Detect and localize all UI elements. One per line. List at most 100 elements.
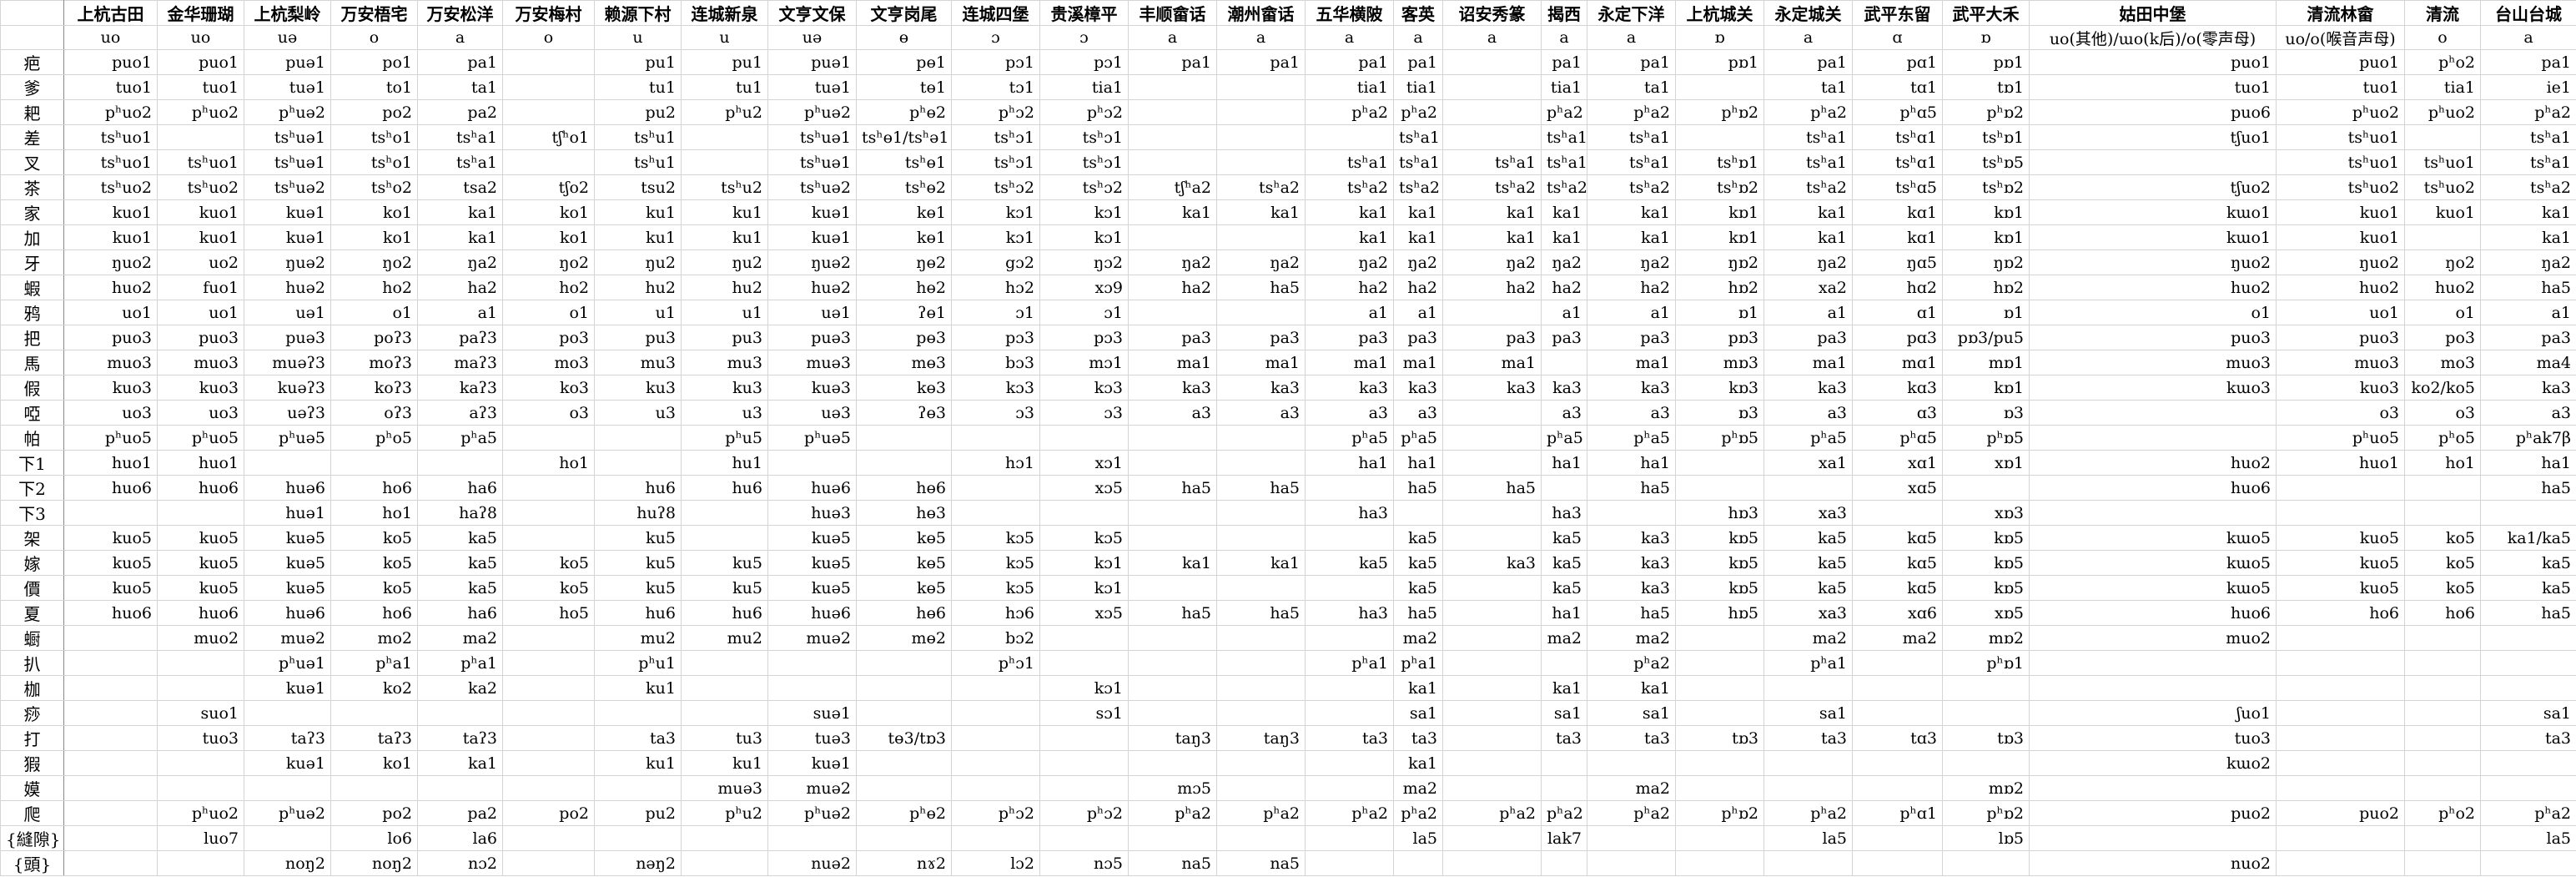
cell: pʰuə5 <box>767 425 857 451</box>
cell: tsʰuo2 <box>157 174 244 200</box>
cell: uo1 <box>2276 300 2405 325</box>
cell: ka1 <box>1442 199 1542 225</box>
cell: pʰo2 <box>2404 49 2481 75</box>
cell: ta1 <box>1763 74 1853 100</box>
cell: lak7 <box>1541 825 1587 851</box>
cell: ha1 <box>1541 450 1587 476</box>
cell: o1 <box>502 300 595 325</box>
cell: kaʔ3 <box>417 375 503 401</box>
cell: xɒ5 <box>1942 600 2030 626</box>
cell: tsʰuo1 <box>63 124 158 150</box>
cell: ko1 <box>502 224 595 250</box>
cell: tʃuo1 <box>2029 124 2277 150</box>
cell: o1 <box>2029 300 2277 325</box>
data-row: 鸦 uo1 uo1 uə1 o1 a1 o1 u1 u1 uə1 ʔɵ1 ɔ1 ɔ1 a1 a1 a1 a1 ɒ1… <box>0 300 2576 325</box>
cell: pa1 <box>1216 49 1306 75</box>
cell: tsʰa1 <box>1305 149 1394 175</box>
cell: kɵ5 <box>856 550 952 576</box>
cell <box>502 700 595 726</box>
cell: taʔ3 <box>417 725 503 751</box>
cell <box>1128 675 1217 701</box>
final-header: o <box>330 25 418 50</box>
cell: pʰa2 <box>1587 99 1676 125</box>
cell: ha3 <box>1541 500 1587 526</box>
cell: pa1 <box>1587 49 1676 75</box>
cell <box>856 700 952 726</box>
cell <box>2480 850 2576 876</box>
cell: hɑ2 <box>1852 275 1943 300</box>
column-header: 赖源下村 <box>594 0 682 26</box>
cell: kɒ5 <box>1942 525 2030 551</box>
cell: pɵ1 <box>856 49 952 75</box>
cell: kuo5 <box>157 525 244 551</box>
cell: kɑ1 <box>1852 199 1943 225</box>
cell: ka1 <box>1393 675 1443 701</box>
cell: pʰɑ5 <box>1852 99 1943 125</box>
cell <box>2029 400 2277 426</box>
cell: tsʰɑ1 <box>1852 149 1943 175</box>
cell: tsʰa1 <box>1763 149 1853 175</box>
cell: kɔ1 <box>1039 575 1129 601</box>
cell: pʰɒ2 <box>1675 99 1764 125</box>
cell: a3 <box>1587 400 1676 426</box>
cell <box>1942 700 2030 726</box>
cell: tsʰa1 <box>1393 124 1443 150</box>
cell: ho2 <box>330 275 418 300</box>
final-header: ɔ <box>1039 25 1129 50</box>
cell: suə1 <box>767 700 857 726</box>
cell: ku1 <box>594 750 682 776</box>
cell: pʰa2 <box>1541 800 1587 826</box>
cell: huo2 <box>2404 275 2481 300</box>
cell <box>1442 575 1542 601</box>
cell <box>951 500 1040 526</box>
cell: kuə1 <box>767 199 857 225</box>
data-row: 帕 pʰuo5 pʰuo5 pʰuə5 pʰo5 pʰa5 pʰu5 pʰuə5 pʰa5 pʰa… <box>0 425 2576 451</box>
cell <box>244 775 331 801</box>
row-label: 爹 <box>0 74 64 100</box>
cell: ta3 <box>2480 725 2576 751</box>
cell: huə6 <box>767 600 857 626</box>
cell: xa2 <box>1763 275 1853 300</box>
cell: mu2 <box>594 625 682 651</box>
data-row: 馬 muo3 muo3 muəʔ3 moʔ3 maʔ3 mo3 mu3 mu3 muə3 mɵ3 bɔ… <box>0 350 2576 375</box>
column-header: 揭西 <box>1541 0 1587 26</box>
cell: hɵ6 <box>856 475 952 501</box>
cell <box>63 725 158 751</box>
cell <box>1039 500 1129 526</box>
cell: tʃuo2 <box>2029 174 2277 200</box>
cell: ɒ1 <box>1942 300 2030 325</box>
cell: ka1 <box>1587 199 1676 225</box>
cell <box>1216 625 1306 651</box>
cell: uo1 <box>157 300 244 325</box>
cell: pʰɵ2 <box>856 99 952 125</box>
cell: pʰa5 <box>1763 425 1853 451</box>
cell: ma2 <box>1393 625 1443 651</box>
cell <box>1216 124 1306 150</box>
cell: muə3 <box>681 775 768 801</box>
cell <box>951 475 1040 501</box>
cell: ka5 <box>1541 550 1587 576</box>
cell <box>502 500 595 526</box>
cell: pa1 <box>1128 49 1217 75</box>
cell: pʰak7β <box>2480 425 2576 451</box>
cell: tsʰɒ5 <box>1942 149 2030 175</box>
cell: puo3 <box>157 325 244 350</box>
cell: pu1 <box>681 49 768 75</box>
cell: huə1 <box>244 500 331 526</box>
cell: pa3 <box>1305 325 1394 350</box>
cell: kɔ1 <box>951 199 1040 225</box>
cell: xɔ5 <box>1039 475 1129 501</box>
cell <box>1942 675 2030 701</box>
cell: sa1 <box>2480 700 2576 726</box>
cell: muə2 <box>244 625 331 651</box>
cell <box>330 450 418 476</box>
cell: pa1 <box>1541 49 1587 75</box>
cell <box>157 650 244 676</box>
cell <box>502 525 595 551</box>
cell: mɔ1 <box>1039 350 1129 375</box>
cell <box>1305 825 1394 851</box>
cell <box>1442 750 1542 776</box>
cell: kuə1 <box>244 224 331 250</box>
data-row: 夏 huo6 huo6 huə6 ho6 ha6 ho5 hu6 hu6 huə6 hɵ6 hɔ6 xɔ… <box>0 600 2576 626</box>
cell: ko5 <box>502 550 595 576</box>
